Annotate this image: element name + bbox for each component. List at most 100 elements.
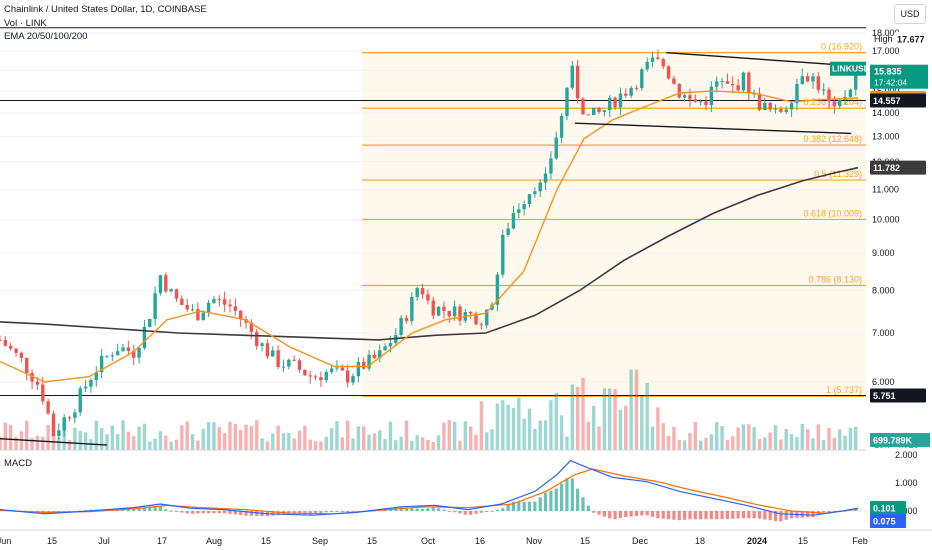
volume-legend[interactable]: Vol · LINK [4,18,47,29]
macd-histogram-bar [479,511,483,513]
volume-bar [324,436,328,450]
ema-legend[interactable]: EMA 20/50/100/200 [4,31,88,42]
macd-histogram-bar [244,511,248,516]
candle-body [362,361,366,369]
volume-bar [608,388,612,450]
volume-bar [388,421,393,450]
candle-body [238,310,243,320]
candle-body [848,89,853,97]
time-tick-label: 2024 [747,536,767,546]
volume-bar [335,421,339,450]
candle-body [682,95,687,98]
volume-bar [94,420,98,450]
volume-bar [431,441,435,450]
macd-histogram-bar [699,511,703,520]
volume-bar [265,441,270,450]
macd-histogram-bar [180,511,184,513]
candle-body [222,299,227,305]
macd-histogram-bar [501,508,505,511]
candle-body [538,182,542,192]
time-axis[interactable]: Jun 15 Jul 17 Aug 15 Sep 15 Oct 16 Nov 15 Dec 18 2024 1… [0,529,932,546]
volume-bar [447,420,451,450]
volume-bar [238,429,243,450]
candle-body [57,430,61,436]
macd-histogram-bar [752,511,756,519]
candle-body [426,294,430,301]
time-tick-label: 15 [580,536,590,546]
candle-body [608,97,612,111]
macd-histogram-bar [704,511,708,520]
macd-histogram-bar [83,510,88,512]
macd-legend[interactable]: MACD [4,458,32,469]
candle-body [292,359,296,361]
volume-bar [848,427,853,450]
volume-bar [73,427,77,450]
macd-value-bg [870,501,906,515]
macd-histogram-bar [330,511,334,512]
macd-histogram-bar [720,511,724,520]
volume-bar [747,424,751,450]
currency-button[interactable]: USD [894,4,926,24]
macd-histogram-bar [822,511,826,513]
macd-histogram-bar [592,511,596,513]
candle-body [543,173,548,183]
volume-bar [410,440,414,450]
macd-histogram-bar [196,511,200,514]
candle-body [575,65,580,99]
macd-histogram-bar [447,510,451,512]
macd-histogram-bar [169,510,173,512]
candle-body [747,72,751,94]
macd-histogram-bar [666,511,671,520]
price-tick-label: 6.000 [872,377,895,387]
candle-body [784,109,788,113]
ema-lines [0,90,859,383]
macd-histogram-bar [164,509,168,511]
macd-value: 0.101 [873,504,896,514]
time-tick-label: Jun [0,536,11,546]
macd-histogram-bar [618,511,623,518]
volume-bar [0,436,2,450]
volume-bar [805,429,810,450]
candle-body [816,76,821,90]
candle-body [811,76,815,82]
candle-body [768,102,772,110]
macd-histogram-bar [153,506,157,511]
candle-body [554,137,558,159]
price-tick-label: 7.000 [872,328,895,338]
chart-title[interactable]: Chainlink / United States Dollar, 1D, CO… [4,4,207,15]
macd-histogram-bar [597,511,601,515]
macd-histogram-bar [228,511,232,514]
volume-bar [57,436,61,450]
volume-bar [287,432,291,450]
candle-body [495,274,500,305]
volume-bar [8,424,13,450]
macd-histogram-bar [410,507,414,511]
candle-body [190,309,195,311]
macd-histogram-bar [255,511,259,516]
macd-histogram-bar [436,508,441,511]
macd-histogram-bar [827,511,831,512]
candle-body [67,417,72,419]
volume-bar [404,420,409,450]
candle-body [800,76,804,85]
volume-bar [485,432,489,450]
volume-bar [105,434,109,450]
macd-histogram-bar [693,511,697,520]
volume-bar [313,441,318,450]
candle-body [233,306,238,311]
candle-body [410,296,414,321]
volume-bar [752,427,756,450]
volume-bar [506,404,510,450]
volume-bar [517,397,521,450]
macd-histogram-bar [239,511,243,516]
candle-body [271,350,275,357]
candle-body [121,347,125,352]
price-tick-label: 9.000 [872,248,895,258]
volume-bar [260,438,264,450]
macd-histogram-bar [522,501,526,511]
candle-body [645,61,649,70]
macd-histogram-bar [736,511,740,519]
macd-histogram-bar [474,511,478,514]
candle-body [661,59,665,67]
